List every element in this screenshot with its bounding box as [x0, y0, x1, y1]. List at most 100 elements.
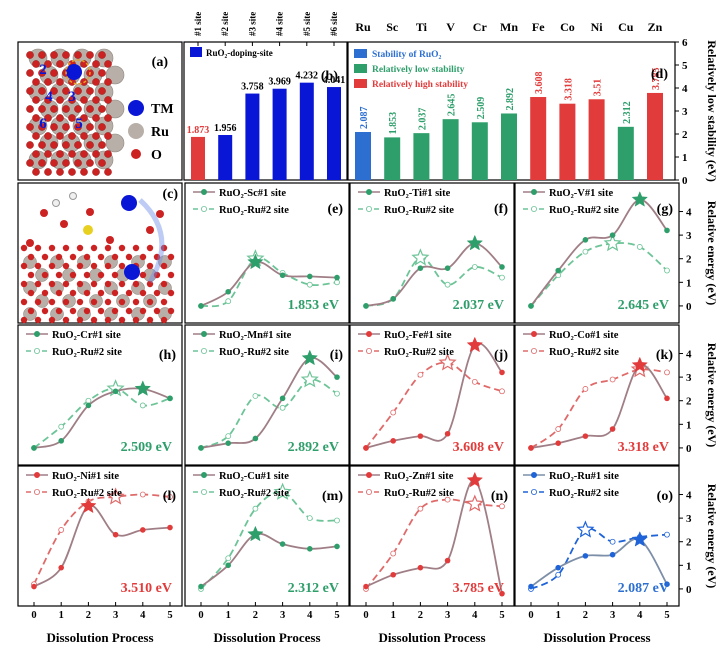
series-site1-point [112, 388, 119, 395]
y-tick-label: 1 [686, 419, 692, 431]
panel-b-label: (b) [321, 69, 338, 84]
series-ru2-point [471, 264, 478, 270]
o-atom [97, 253, 105, 261]
series-site1-point [198, 583, 204, 590]
series-site1-point [363, 303, 369, 309]
line-panel-frame [184, 324, 350, 466]
panel-d-value-label: 2.892 [505, 88, 516, 111]
series-site1-peak-star [80, 497, 97, 514]
series-site1-point [555, 440, 561, 447]
o-atom [50, 51, 58, 59]
site-highlight [65, 59, 91, 85]
y-tick-label: 4 [686, 207, 692, 219]
o-atom [69, 307, 77, 315]
panel-d-ytick-label: 1 [682, 152, 688, 164]
x-tick-label: 0 [198, 610, 203, 621]
o-atom [62, 159, 70, 167]
o-atom [104, 280, 112, 288]
x-axis-label: Dissolution Process [213, 630, 320, 645]
o-atom [56, 96, 64, 104]
legend-marker [34, 488, 41, 495]
o-atom [44, 150, 52, 158]
o-atom [146, 280, 154, 288]
series-ru2-point [225, 433, 232, 440]
o-atom [76, 298, 84, 306]
o-atom [104, 114, 112, 122]
y-tick-label: 2 [686, 537, 692, 549]
series-ru2-peak-star [411, 248, 430, 266]
o-atom [92, 168, 100, 176]
series-site1-point [417, 433, 424, 439]
o-atom [153, 271, 161, 279]
legend-o-marker [131, 149, 141, 159]
legend-series-name: RuO₂-Co#1 site [549, 330, 619, 341]
x-tick-label: 4 [637, 610, 643, 621]
series-site1-point [582, 237, 589, 243]
o-atom [98, 51, 106, 59]
series-site1-point [140, 527, 146, 533]
o-atom [146, 262, 154, 270]
o-atom [132, 298, 140, 306]
series-ru2-point [279, 404, 286, 411]
o-atom [68, 150, 76, 158]
o-atom [118, 298, 126, 306]
series-site1-point [555, 564, 561, 571]
o-atom [74, 159, 82, 167]
o-atom [92, 150, 100, 158]
x-tick-label: 2 [86, 610, 91, 621]
o-atom [160, 298, 168, 306]
x-axis-label: Dissolution Process [378, 630, 485, 645]
series-site1-peak-star [631, 191, 649, 207]
x-tick-label: 3 [280, 610, 285, 621]
o-atom [74, 141, 82, 149]
o-atom [92, 78, 100, 86]
o-atom [76, 280, 84, 288]
o-atom [62, 262, 70, 270]
o-atom [56, 114, 64, 122]
legend-series-name: RuO₂-Mn#1 site [219, 330, 292, 341]
panel-d-bar [384, 137, 401, 180]
o-atom [80, 132, 88, 140]
energy-value-label: 2.645 eV [618, 298, 669, 313]
line-panel-g: RuO₂-V#1 site RuO₂-Ru#2 site (g) 2.645 eV 0 1… [514, 182, 692, 324]
line-panel-m: RuO₂-Cu#1 site RuO₂-Ru#2 site (m) 2.312 eV 0… [184, 465, 350, 621]
series-site1-point [582, 433, 589, 439]
o-atom [56, 150, 64, 158]
o-atom [62, 87, 70, 95]
legend-series-name: RuO₂-Ru#1 site [549, 471, 619, 482]
x-tick-label: 0 [528, 610, 533, 621]
series-site1-point [225, 288, 231, 295]
legend-marker [531, 488, 538, 495]
site-number: 1 [68, 62, 76, 78]
o-atom [80, 96, 88, 104]
series-site1-point [390, 438, 397, 444]
o-atom [74, 105, 82, 113]
site-number: 4 [45, 89, 53, 105]
panel-b-value-label: 1.956 [214, 123, 237, 134]
o-atom [118, 262, 126, 270]
o-atom [104, 244, 112, 252]
o-atom [34, 280, 42, 288]
o-atom [55, 289, 63, 297]
o-atom [90, 298, 98, 306]
panel-b-value-label: 3.758 [241, 82, 264, 93]
legend-marker [200, 205, 207, 212]
energy-value-label: 3.510 eV [121, 581, 172, 596]
panel-a-label: (a) [152, 55, 169, 70]
o-atom [62, 105, 70, 113]
panel-d-element-label: Sc [386, 20, 399, 34]
o-atom [139, 289, 147, 297]
o-atom [74, 123, 82, 131]
h-atom [69, 192, 77, 200]
legend-series-name: RuO₂-Ru#2 site [549, 347, 619, 358]
x-tick-label: 2 [583, 610, 588, 621]
o-atom [55, 253, 63, 261]
panel-d-bar [413, 133, 430, 180]
panel-d-element-label: Cr [473, 20, 488, 34]
series-site1-point [307, 273, 313, 280]
series-ru2-point [471, 378, 478, 385]
y-tick-label: 3 [686, 513, 692, 525]
o-atom [90, 262, 98, 270]
panel-d-ytick-label: 5 [682, 60, 688, 72]
panel-b-bar [327, 87, 341, 180]
